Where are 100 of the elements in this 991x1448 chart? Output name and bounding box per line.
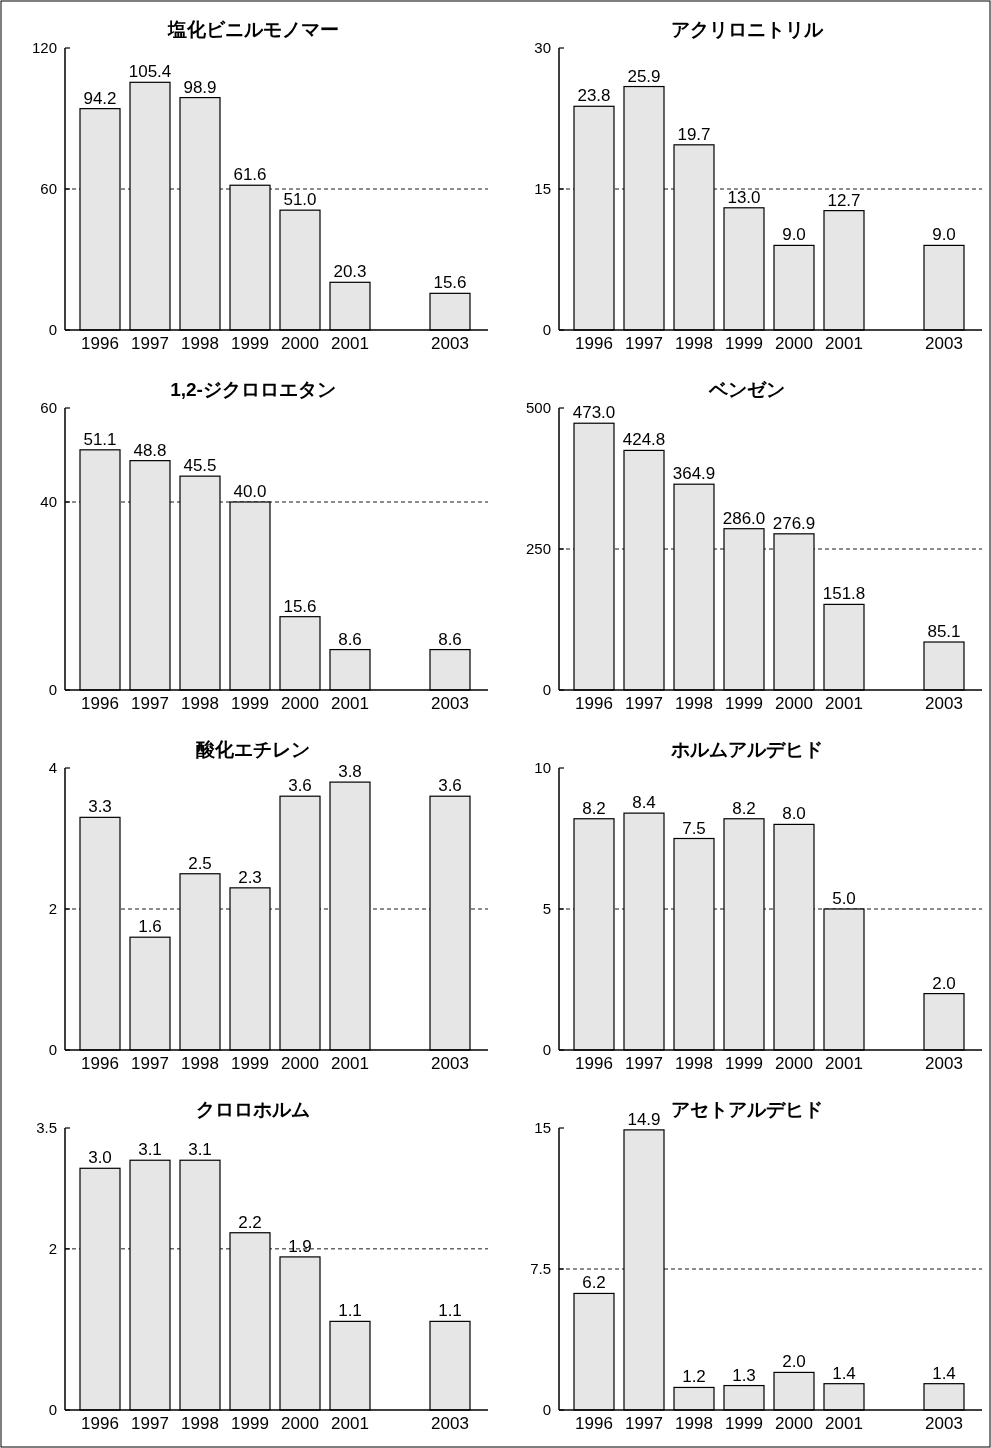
y-tick-label: 0 [542,1401,551,1418]
data-label: 2.0 [782,1352,806,1372]
x-tick-label: 1998 [181,1054,219,1073]
x-tick-label: 1998 [675,334,713,353]
data-label: 13.0 [727,187,761,207]
data-label: 424.8 [622,430,666,450]
x-tick-label: 1997 [625,334,663,353]
x-tick-label: 2003 [925,694,963,713]
x-tick-label: 2000 [775,694,813,713]
chart-title: アクリロニトリル [671,19,824,40]
y-tick-label: 0 [48,1041,57,1058]
x-tick-label: 2001 [825,1414,863,1433]
data-label: 9.0 [782,225,806,245]
data-label: 20.3 [333,262,367,282]
data-label: 40.0 [233,482,267,501]
y-tick-label: 0 [542,321,551,338]
x-tick-label: 1998 [675,694,713,713]
data-label: 276.9 [772,513,816,533]
x-tick-label: 1997 [131,1054,169,1073]
x-tick-label: 2001 [825,694,863,713]
data-label: 8.0 [782,804,806,824]
data-label: 14.9 [627,1109,661,1129]
x-tick-label: 2000 [775,334,813,353]
x-tick-label: 2001 [331,1414,369,1433]
x-tick-label: 1999 [231,694,269,713]
x-tick-label: 2003 [925,334,963,353]
data-label: 3.3 [88,797,112,817]
data-label: 94.2 [83,88,117,108]
x-tick-label: 2000 [775,1414,813,1433]
x-tick-label: 1998 [181,694,219,713]
x-tick-label: 2000 [281,334,319,353]
data-label: 19.7 [677,124,711,144]
x-tick-label: 2003 [925,1054,963,1073]
data-label: 1.3 [732,1365,756,1385]
y-tick-label: 0 [48,1401,57,1418]
x-tick-label: 1998 [181,1414,219,1433]
chart-title: 1,2-ジクロロエタン [170,379,336,400]
data-label: 8.6 [438,629,462,649]
x-tick-label: 2001 [825,1054,863,1073]
data-label: 1.2 [682,1367,706,1387]
data-label: 25.9 [627,66,661,86]
x-tick-label: 1998 [675,1414,713,1433]
x-tick-label: 1999 [725,334,763,353]
data-label: 15.6 [283,596,317,616]
data-label: 2.2 [238,1212,262,1232]
x-tick-label: 2000 [281,1414,319,1433]
data-label: 3.8 [338,762,362,782]
data-label: 85.1 [927,622,961,641]
data-label: 8.6 [338,629,362,649]
x-tick-label: 1996 [81,334,119,353]
y-tick-label: 250 [525,540,551,557]
data-label: 8.2 [732,798,756,818]
data-label: 45.5 [183,456,217,476]
data-label: 1.6 [138,917,162,937]
data-label: 9.0 [932,225,956,245]
x-tick-label: 1996 [575,1414,613,1433]
y-tick-label: 0 [542,681,551,698]
y-tick-label: 10 [534,759,551,776]
data-label: 3.6 [438,776,462,796]
x-tick-label: 2000 [775,1054,813,1073]
data-label: 7.5 [682,818,706,838]
data-label: 12.7 [827,190,861,210]
x-tick-label: 2000 [281,694,319,713]
data-label: 1.4 [932,1363,956,1383]
y-tick-label: 500 [525,399,551,416]
x-tick-label: 1997 [131,694,169,713]
chart-title: 酸化エチレン [196,739,310,760]
chart-title: ホルムアルデヒド [670,739,823,760]
x-tick-label: 2003 [925,1414,963,1433]
x-tick-label: 2003 [431,694,469,713]
y-tick-label: 5 [542,900,551,917]
data-label: 3.1 [138,1140,162,1160]
data-label: 2.5 [188,853,212,873]
data-label: 3.1 [188,1140,212,1160]
x-tick-label: 2001 [331,1054,369,1073]
data-label: 15.6 [433,273,467,293]
data-label: 2.0 [932,973,956,993]
data-label: 6.2 [582,1273,606,1293]
x-tick-label: 1998 [181,334,219,353]
y-tick-label: 30 [534,39,551,56]
chart-title: アセトアルデヒド [671,1099,823,1120]
data-label: 23.8 [577,86,611,106]
x-tick-label: 1999 [231,334,269,353]
data-label: 1.4 [832,1363,856,1383]
chart-title: ベンゼン [708,379,785,400]
x-tick-label: 1997 [131,334,169,353]
x-tick-label: 1998 [675,1054,713,1073]
y-tick-label: 4 [48,759,57,776]
data-label: 8.4 [632,793,656,813]
data-label: 3.0 [88,1148,112,1168]
data-label: 1.1 [438,1301,462,1321]
y-tick-label: 40 [40,493,57,510]
x-tick-label: 2003 [431,334,469,353]
data-label: 286.0 [722,508,766,528]
y-tick-label: 60 [40,180,57,197]
y-tick-label: 120 [31,39,57,56]
data-label: 51.0 [283,190,317,210]
data-label: 61.6 [233,165,267,185]
data-label: 3.6 [288,776,312,796]
x-tick-label: 1996 [81,1054,119,1073]
